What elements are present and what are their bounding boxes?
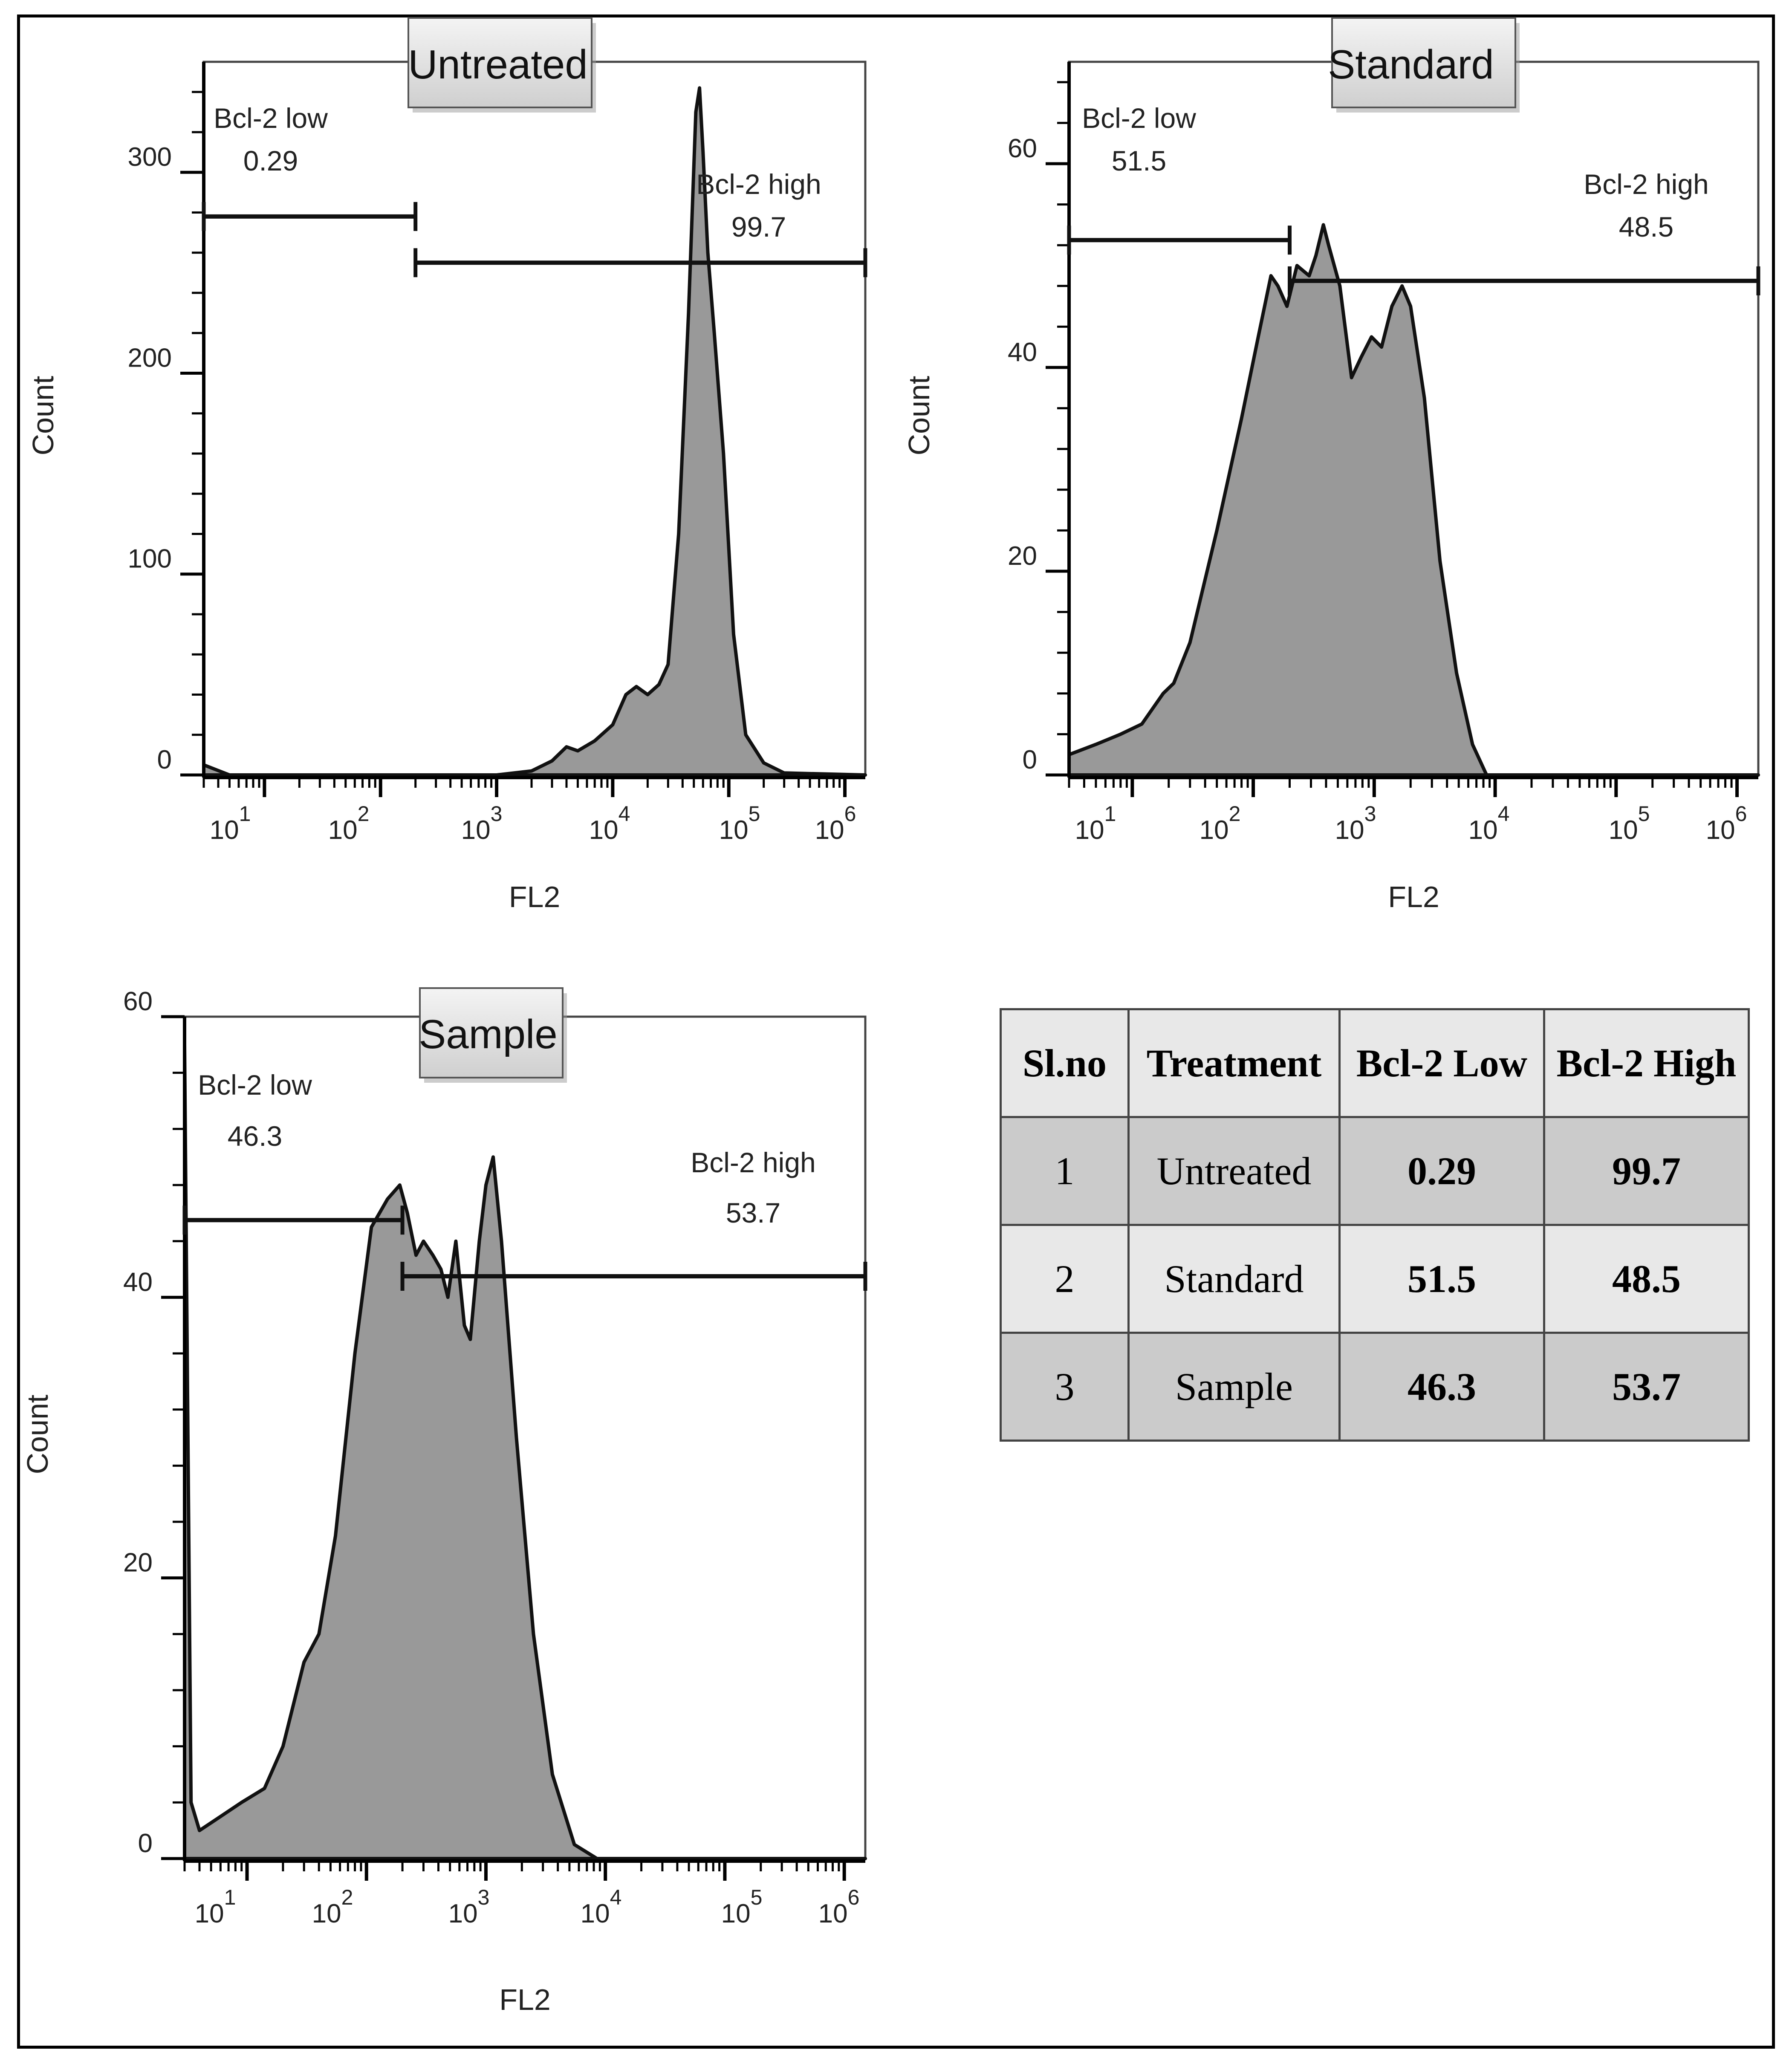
- x-tick-label: 106: [818, 1885, 860, 1928]
- header-bcl2-high: Bcl-2 High: [1543, 1008, 1750, 1118]
- x-axis-label: FL2: [509, 880, 561, 914]
- panel-title: Standard: [1328, 42, 1494, 87]
- x-axis-label: FL2: [1388, 880, 1439, 914]
- cell-slno: 3: [1000, 1332, 1130, 1442]
- gate-label-bcl-2-low: Bcl-2 low: [1082, 102, 1196, 134]
- y-axis-label: Count: [26, 376, 60, 456]
- histogram-area-untreated: [202, 86, 867, 777]
- x-tick-label: 104: [589, 802, 630, 845]
- y-tick-label: 100: [128, 544, 172, 574]
- gate-value-bcl-2-low: 0.29: [243, 145, 298, 176]
- x-axis-label: FL2: [499, 1983, 551, 2016]
- gate-value-bcl-2-high: 48.5: [1619, 211, 1673, 243]
- y-tick-label: 40: [1008, 338, 1037, 367]
- x-tick-label: 101: [1075, 802, 1116, 845]
- y-tick-label: 300: [128, 142, 172, 172]
- x-tick-label: 103: [1335, 802, 1376, 845]
- y-tick-label: 20: [123, 1548, 153, 1578]
- y-tick-label: 0: [1023, 745, 1037, 775]
- gate-label-bcl-2-low: Bcl-2 low: [198, 1069, 312, 1101]
- gate-value-bcl-2-high: 53.7: [726, 1197, 780, 1229]
- cell-bcl2-low: 0.29: [1338, 1116, 1545, 1226]
- cell-bcl2-high: 99.7: [1543, 1116, 1750, 1226]
- y-axis-label: Count: [902, 376, 936, 456]
- x-tick-label: 101: [210, 802, 251, 845]
- cell-treatment: Standard: [1127, 1224, 1341, 1334]
- cell-slno: 2: [1000, 1224, 1130, 1334]
- figure-frame: [17, 14, 1775, 2049]
- cell-bcl2-high: 53.7: [1543, 1332, 1750, 1442]
- x-tick-label: 106: [815, 802, 856, 845]
- title-box: [408, 17, 593, 108]
- cell-slno: 1: [1000, 1116, 1130, 1226]
- gate-value-bcl-2-low: 46.3: [228, 1120, 282, 1152]
- table-row: 3 Sample 46.3 53.7: [1000, 1332, 1750, 1442]
- x-tick-label: 105: [1609, 802, 1650, 845]
- gate-value-bcl-2-low: 51.5: [1112, 145, 1166, 176]
- x-tick-label: 104: [581, 1885, 622, 1928]
- cell-treatment: Sample: [1127, 1332, 1341, 1442]
- gate-label-bcl-2-high: Bcl-2 high: [696, 168, 821, 200]
- gate-label-bcl-2-low: Bcl-2 low: [214, 102, 328, 134]
- x-tick-label: 105: [721, 1885, 763, 1928]
- cell-treatment: Untreated: [1127, 1116, 1341, 1226]
- x-tick-label: 103: [448, 1885, 490, 1928]
- gate-value-bcl-2-high: 99.7: [731, 211, 786, 243]
- y-tick-label: 60: [123, 987, 153, 1016]
- histogram-area-standard: [1067, 223, 1760, 777]
- histogram-untreated: 101 102 103 104 105 106 0 100 200 300 FL2 Count Bcl-…: [26, 17, 867, 914]
- header-bcl2-low: Bcl-2 Low: [1338, 1008, 1545, 1118]
- panel-title: Untreated: [408, 42, 588, 87]
- header-treatment: Treatment: [1127, 1008, 1341, 1118]
- y-tick-label: 0: [138, 1829, 153, 1858]
- x-tick-label: 102: [312, 1885, 353, 1928]
- x-tick-label: 102: [328, 802, 370, 845]
- header-slno: Sl.no: [1000, 1008, 1130, 1118]
- table-header-row: Sl.no Treatment Bcl-2 Low Bcl-2 High: [1000, 1008, 1750, 1118]
- title-box: [419, 987, 564, 1078]
- x-tick-label: 105: [719, 802, 760, 845]
- y-tick-label: 0: [157, 745, 172, 775]
- x-tick-label: 101: [195, 1885, 236, 1928]
- table-row: 1 Untreated 0.29 99.7: [1000, 1116, 1750, 1226]
- y-tick-label: 200: [128, 343, 172, 373]
- histogram-standard: 101 102 103 104 105 106 0 20 40 60 FL2 Count Bcl-2 l…: [902, 17, 1760, 914]
- panel-title: Sample: [419, 1012, 558, 1057]
- x-tick-label: 106: [1706, 802, 1747, 845]
- x-tick-label: 104: [1468, 802, 1510, 845]
- gate-label-bcl-2-high: Bcl-2 high: [1584, 168, 1709, 200]
- y-tick-label: 20: [1008, 541, 1037, 571]
- summary-table: Sl.no Treatment Bcl-2 Low Bcl-2 High 1 U…: [1000, 1008, 1750, 1442]
- x-tick-label: 103: [461, 802, 503, 845]
- gate-label-bcl-2-high: Bcl-2 high: [691, 1147, 816, 1178]
- table-row: 2 Standard 51.5 48.5: [1000, 1224, 1750, 1334]
- histogram-sample: 101 102 103 104 105 106 0 20 40 60 FL2 Count Bcl-2 l…: [21, 987, 867, 2016]
- title-box: [1331, 17, 1516, 108]
- cell-bcl2-low: 51.5: [1338, 1224, 1545, 1334]
- cell-bcl2-low: 46.3: [1338, 1332, 1545, 1442]
- y-tick-label: 40: [123, 1267, 153, 1297]
- cell-bcl2-high: 48.5: [1543, 1224, 1750, 1334]
- y-axis-label: Count: [21, 1395, 54, 1474]
- y-tick-label: 60: [1008, 134, 1037, 163]
- x-tick-label: 102: [1199, 802, 1241, 845]
- histogram-area-sample: [183, 1043, 867, 1860]
